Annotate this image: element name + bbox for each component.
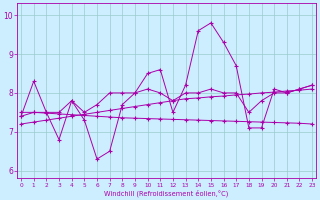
X-axis label: Windchill (Refroidissement éolien,°C): Windchill (Refroidissement éolien,°C) — [104, 189, 229, 197]
